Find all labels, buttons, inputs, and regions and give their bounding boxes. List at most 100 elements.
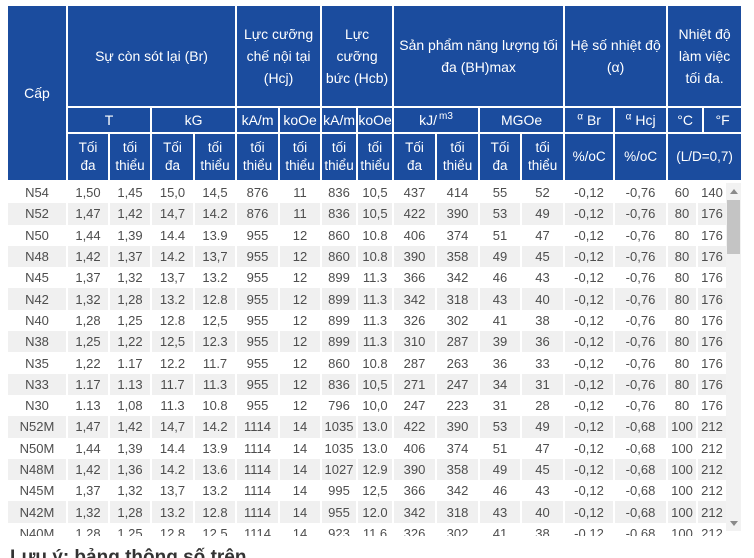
- cell-alpha-br: -0,12: [565, 501, 615, 523]
- cell-br-kg-min: 13.6: [195, 458, 237, 481]
- cell-br-kg-min: 12.8: [195, 501, 237, 523]
- cell-grade: N42: [8, 288, 68, 310]
- cell-temp-c: 80: [668, 245, 698, 268]
- cell-hcj-kam: 955: [237, 267, 280, 289]
- cell-temp-f: 140: [701, 185, 723, 201]
- cell-br-t-min: 1,25: [110, 309, 152, 332]
- cell-br-t-min: 1,36: [110, 458, 152, 481]
- scroll-down-button[interactable]: [726, 516, 741, 530]
- cell-alpha-hcj: -0,68: [615, 522, 668, 536]
- cell-hcj-koe: 12: [280, 394, 322, 417]
- table-row: N54 1,50 1,45 15,0 14,5 876 11 836 10,5 …: [8, 182, 726, 204]
- cell-br-t-max: 1,32: [68, 288, 110, 310]
- cell-hcb-kam: 836: [322, 203, 358, 225]
- cell-alpha-hcj: -0,76: [615, 182, 668, 204]
- cell-bh-kj-max: 390: [394, 458, 437, 481]
- cell-br-kg-max: 12.8: [152, 309, 195, 332]
- cell-bh-mgoe-min: 47: [522, 224, 565, 246]
- cell-hcb-koe: 12.0: [358, 501, 394, 523]
- cell-alpha-hcj: -0,76: [615, 352, 668, 374]
- cell-br-t-min: 1,42: [110, 416, 152, 438]
- cell-br-t-max: 1.13: [68, 394, 110, 417]
- unit-header-hcj-kam: kA/m: [237, 108, 281, 134]
- cell-bh-mgoe-min: 40: [522, 501, 565, 523]
- limit-header-pct-per-c: %/oC: [615, 134, 669, 182]
- cell-temp-f: 212: [701, 504, 723, 520]
- cell-alpha-hcj: -0,76: [615, 373, 668, 395]
- cell-br-t-min: 1,28: [110, 501, 152, 523]
- cell-br-kg-min: 12.5: [195, 522, 237, 536]
- cell-hcb-koe: 11.3: [358, 331, 394, 353]
- cell-bh-mgoe-max: 49: [480, 245, 522, 268]
- cell-br-t-min: 1,39: [110, 224, 152, 246]
- cell-br-t-min: 1.17: [110, 352, 152, 374]
- cell-alpha-br: -0,12: [565, 416, 615, 438]
- unit-header-celsius: °C: [668, 108, 705, 134]
- unit-header-mgoe: MGOe: [480, 108, 566, 134]
- cell-bh-kj-min: 374: [437, 437, 480, 459]
- cell-br-t-max: 1,25: [68, 331, 110, 353]
- cell-hcj-kam: 955: [237, 309, 280, 332]
- cell-bh-mgoe-max: 53: [480, 203, 522, 225]
- limit-header-ld-ratio: (L/D=0,7): [668, 134, 742, 182]
- vertical-scrollbar[interactable]: [726, 183, 741, 531]
- group-header-max-energy-product: Sản phẩm năng lượng tối đa (BH)max: [394, 6, 566, 108]
- cell-hcj-koe: 12: [280, 373, 322, 395]
- cell-alpha-br: -0,12: [565, 224, 615, 246]
- cell-alpha-hcj: -0,76: [615, 245, 668, 268]
- table-scroll-area[interactable]: N54 1,50 1,45 15,0 14,5 876 11 836 10,5 …: [8, 182, 741, 536]
- cell-temp-c: 80: [668, 267, 698, 289]
- cell-br-t-min: 1,22: [110, 331, 152, 353]
- cell-hcb-kam: 899: [322, 267, 358, 289]
- table-row: N50 1,44 1,39 14.4 13.9 955 12 860 10.8 …: [8, 224, 726, 246]
- cell-hcb-koe: 11.3: [358, 288, 394, 310]
- cell-hcj-kam: 1114: [237, 458, 280, 481]
- cell-temp-f: 176: [701, 270, 723, 286]
- cell-grade: N48M: [8, 458, 68, 481]
- cell-bh-kj-min: 342: [437, 480, 480, 502]
- cell-bh-kj-max: 390: [394, 245, 437, 268]
- table-row: N30 1.13 1,08 11.3 10.8 955 12 796 10,0 …: [8, 394, 726, 417]
- cell-hcj-koe: 14: [280, 437, 322, 459]
- cell-hcb-koe: 10,5: [358, 182, 394, 204]
- unit-header-hcb-kam: kA/m: [322, 108, 359, 134]
- cell-alpha-br: -0,12: [565, 480, 615, 502]
- cell-hcb-koe: 12.9: [358, 458, 394, 481]
- cell-bh-kj-min: 358: [437, 245, 480, 268]
- cell-bh-mgoe-min: 43: [522, 267, 565, 289]
- limit-header-max: Tối đa: [394, 134, 438, 182]
- kj-prefix: kJ/: [419, 112, 438, 128]
- scroll-up-button[interactable]: [726, 184, 741, 198]
- scrollbar-thumb[interactable]: [727, 200, 740, 254]
- cell-hcb-koe: 10.8: [358, 224, 394, 246]
- cell-bh-mgoe-max: 34: [480, 373, 522, 395]
- cell-hcj-kam: 955: [237, 331, 280, 353]
- cell-br-t-max: 1,42: [68, 458, 110, 481]
- cell-hcj-kam: 876: [237, 203, 280, 225]
- cell-temp-c: 80: [668, 288, 698, 310]
- magnet-spec-header: Cấp Sự còn sót lại (Br) Lực cưỡng chế nộ…: [8, 6, 742, 182]
- cell-br-t-max: 1,47: [68, 203, 110, 225]
- cell-grade: N54: [8, 182, 68, 204]
- cell-bh-mgoe-max: 41: [480, 522, 522, 536]
- cell-temp-c: 100: [668, 437, 698, 459]
- cell-hcb-koe: 13.0: [358, 437, 394, 459]
- cell-alpha-br: -0,12: [565, 394, 615, 417]
- cell-temp-c: 100: [668, 522, 698, 536]
- cell-temp-c: 100: [668, 501, 698, 523]
- cell-hcj-kam: 955: [237, 288, 280, 310]
- cell-hcb-koe: 11.3: [358, 309, 394, 332]
- cell-alpha-br: -0,12: [565, 352, 615, 374]
- cell-temp-f: 212: [701, 419, 723, 435]
- cell-grade: N35: [8, 352, 68, 374]
- cell-grade: N45M: [8, 480, 68, 502]
- cell-hcb-kam: 860: [322, 245, 358, 268]
- cell-bh-kj-min: 223: [437, 394, 480, 417]
- unit-header-hcb-koe: koOe: [358, 108, 395, 134]
- limit-header-min: tối thiểu: [110, 134, 152, 182]
- cell-bh-mgoe-min: 36: [522, 331, 565, 353]
- limit-header-min: tối thiểu: [358, 134, 395, 182]
- cell-alpha-br: -0,12: [565, 203, 615, 225]
- table-row: N48 1,42 1,37 14.2 13,7 955 12 860 10.8 …: [8, 245, 726, 268]
- cell-hcb-koe: 12,5: [358, 480, 394, 502]
